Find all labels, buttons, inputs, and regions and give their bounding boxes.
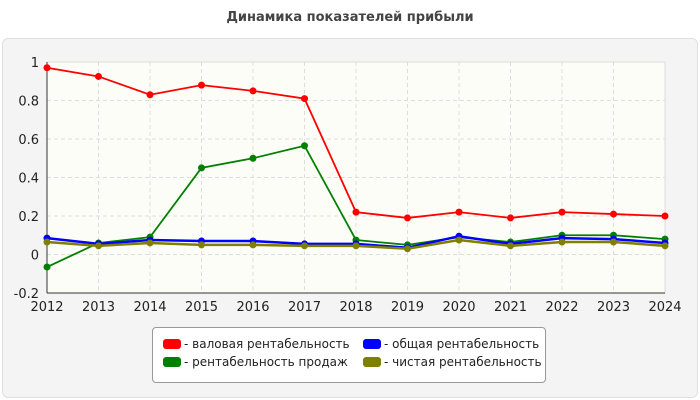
x-tick-label: 2021 (494, 300, 527, 315)
y-tick-label: 0 (31, 249, 39, 264)
data-point (95, 72, 102, 80)
data-point (249, 241, 257, 249)
x-tick-label: 2019 (391, 300, 424, 315)
data-point (455, 236, 463, 244)
y-tick-label: 0.2 (18, 210, 39, 225)
data-point (198, 164, 205, 172)
legend-swatch (363, 357, 381, 367)
x-tick-label: 2013 (82, 300, 115, 315)
legend: - валовая рентабельность - общая рентабе… (152, 327, 546, 383)
legend-item-sales: - рентабельность продаж (163, 355, 348, 369)
data-point (43, 64, 51, 72)
legend-label: - валовая рентабельность (184, 337, 350, 351)
y-tick-label: 0.6 (18, 133, 39, 148)
data-point (404, 245, 411, 253)
y-tick-label: 1 (31, 56, 39, 71)
data-point (249, 154, 257, 162)
data-point (43, 263, 51, 271)
data-point (455, 208, 463, 216)
data-point (610, 210, 617, 218)
data-point (249, 87, 257, 95)
x-tick-label: 2024 (648, 300, 681, 315)
legend-label: - чистая рентабельность (384, 355, 542, 369)
x-tick-label: 2022 (545, 300, 578, 315)
data-point (558, 238, 566, 246)
chart-title: Динамика показателей прибыли (226, 10, 474, 25)
data-point (301, 95, 308, 103)
data-point (95, 242, 102, 250)
legend-swatch (363, 339, 381, 349)
y-tick-label: -0.2 (14, 287, 39, 302)
data-point (198, 81, 205, 89)
x-tick-label: 2016 (236, 300, 269, 315)
x-tick-label: 2018 (339, 300, 372, 315)
y-tick-label: 0.8 (18, 95, 39, 110)
data-point (43, 238, 51, 246)
x-tick-label: 2012 (30, 300, 63, 315)
legend-swatch (163, 339, 181, 349)
data-point (198, 241, 205, 249)
x-tick-label: 2014 (133, 300, 166, 315)
x-tick-label: 2015 (185, 300, 218, 315)
data-point (558, 208, 566, 216)
data-point (301, 142, 308, 150)
data-point (404, 214, 411, 222)
legend-label: - рентабельность продаж (184, 355, 348, 369)
legend-swatch (163, 357, 181, 367)
legend-item-total: - общая рентабельность (363, 337, 539, 351)
data-point (352, 208, 360, 216)
data-point (146, 239, 154, 247)
data-point (610, 238, 617, 246)
legend-item-net: - чистая рентабельность (363, 355, 542, 369)
data-point (661, 242, 669, 250)
legend-label: - общая рентабельность (384, 337, 540, 351)
legend-item-gross: - валовая рентабельность (163, 337, 350, 351)
data-point (507, 214, 514, 222)
data-point (352, 242, 360, 250)
data-point (507, 242, 514, 250)
x-tick-label: 2020 (442, 300, 475, 315)
y-tick-label: 0.4 (18, 172, 39, 187)
data-point (661, 212, 669, 220)
data-point (146, 91, 154, 99)
x-tick-label: 2023 (597, 300, 630, 315)
x-tick-label: 2017 (288, 300, 321, 315)
data-point (301, 242, 308, 250)
